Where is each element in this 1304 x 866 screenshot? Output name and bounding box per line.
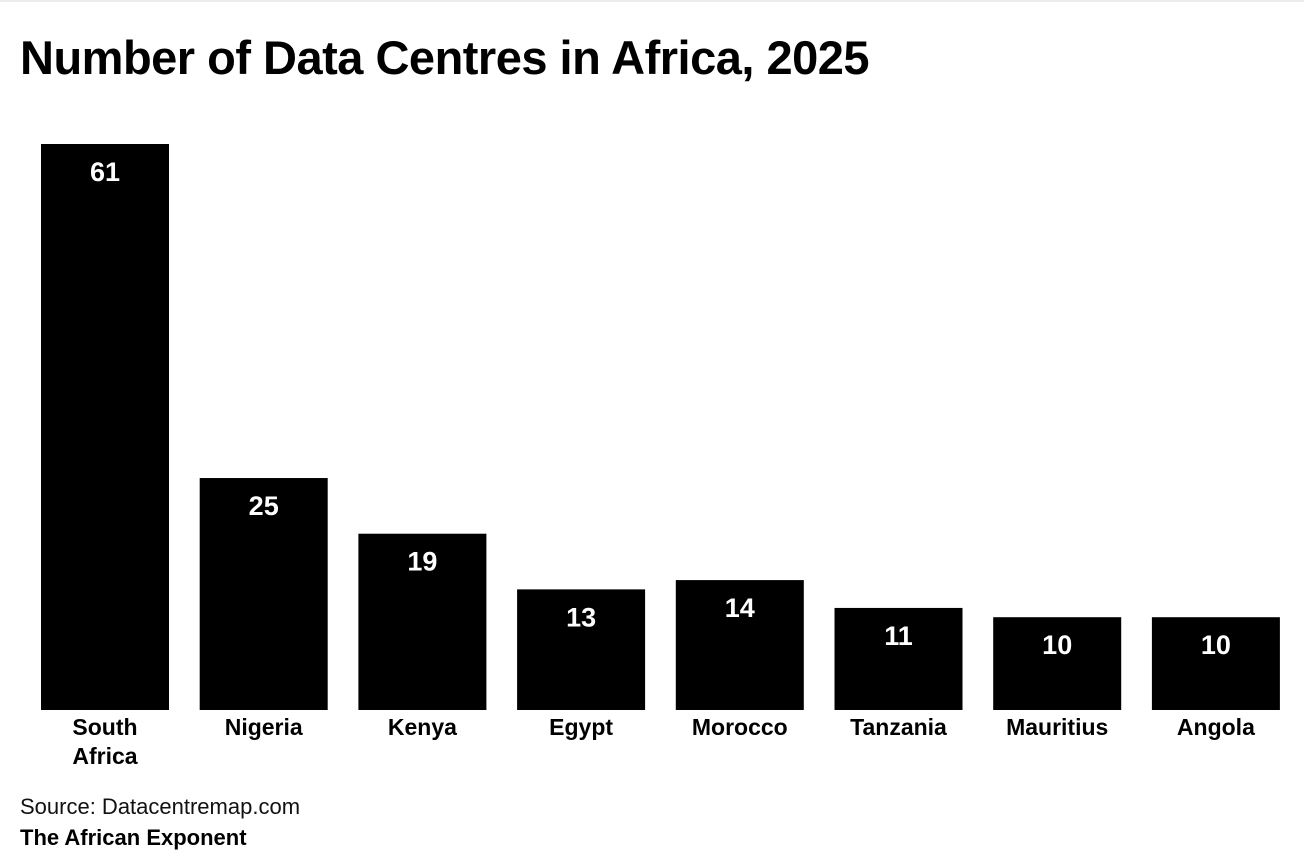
data-label: 61 (90, 157, 120, 187)
data-label: 11 (884, 621, 913, 651)
bar-chart: 61 South Africa 25 Nigeria 19 Kenya 13 Egypt 14 Mo… (41, 144, 1280, 769)
bar (41, 144, 169, 710)
category-label: Morocco (692, 714, 788, 740)
data-label: 14 (725, 593, 755, 623)
data-label: 13 (566, 602, 596, 632)
category-label: Kenya (388, 714, 457, 740)
data-label: 25 (249, 491, 279, 521)
bar (993, 617, 1122, 710)
data-label: 19 (407, 547, 437, 577)
category-label: Mauritius (1006, 714, 1108, 740)
category-label: Nigeria (225, 714, 303, 740)
source-note: Source: Datacentremap.com (20, 794, 301, 819)
bar (1151, 617, 1280, 710)
bar (834, 607, 963, 710)
category-label: South (72, 714, 137, 740)
bar (358, 533, 487, 710)
bar (675, 580, 804, 710)
chart-title: Number of Data Centres in Africa, 2025 (20, 31, 870, 84)
category-label: Africa (72, 743, 137, 769)
data-label: 10 (1042, 630, 1072, 660)
category-label: Angola (1177, 714, 1255, 740)
category-label: Tanzania (850, 714, 947, 740)
data-label: 10 (1201, 630, 1231, 660)
category-label: Egypt (549, 714, 613, 740)
top-border (0, 0, 1304, 2)
brand-name: The African Exponent (20, 825, 247, 850)
bar (517, 589, 646, 710)
bar (199, 478, 328, 710)
